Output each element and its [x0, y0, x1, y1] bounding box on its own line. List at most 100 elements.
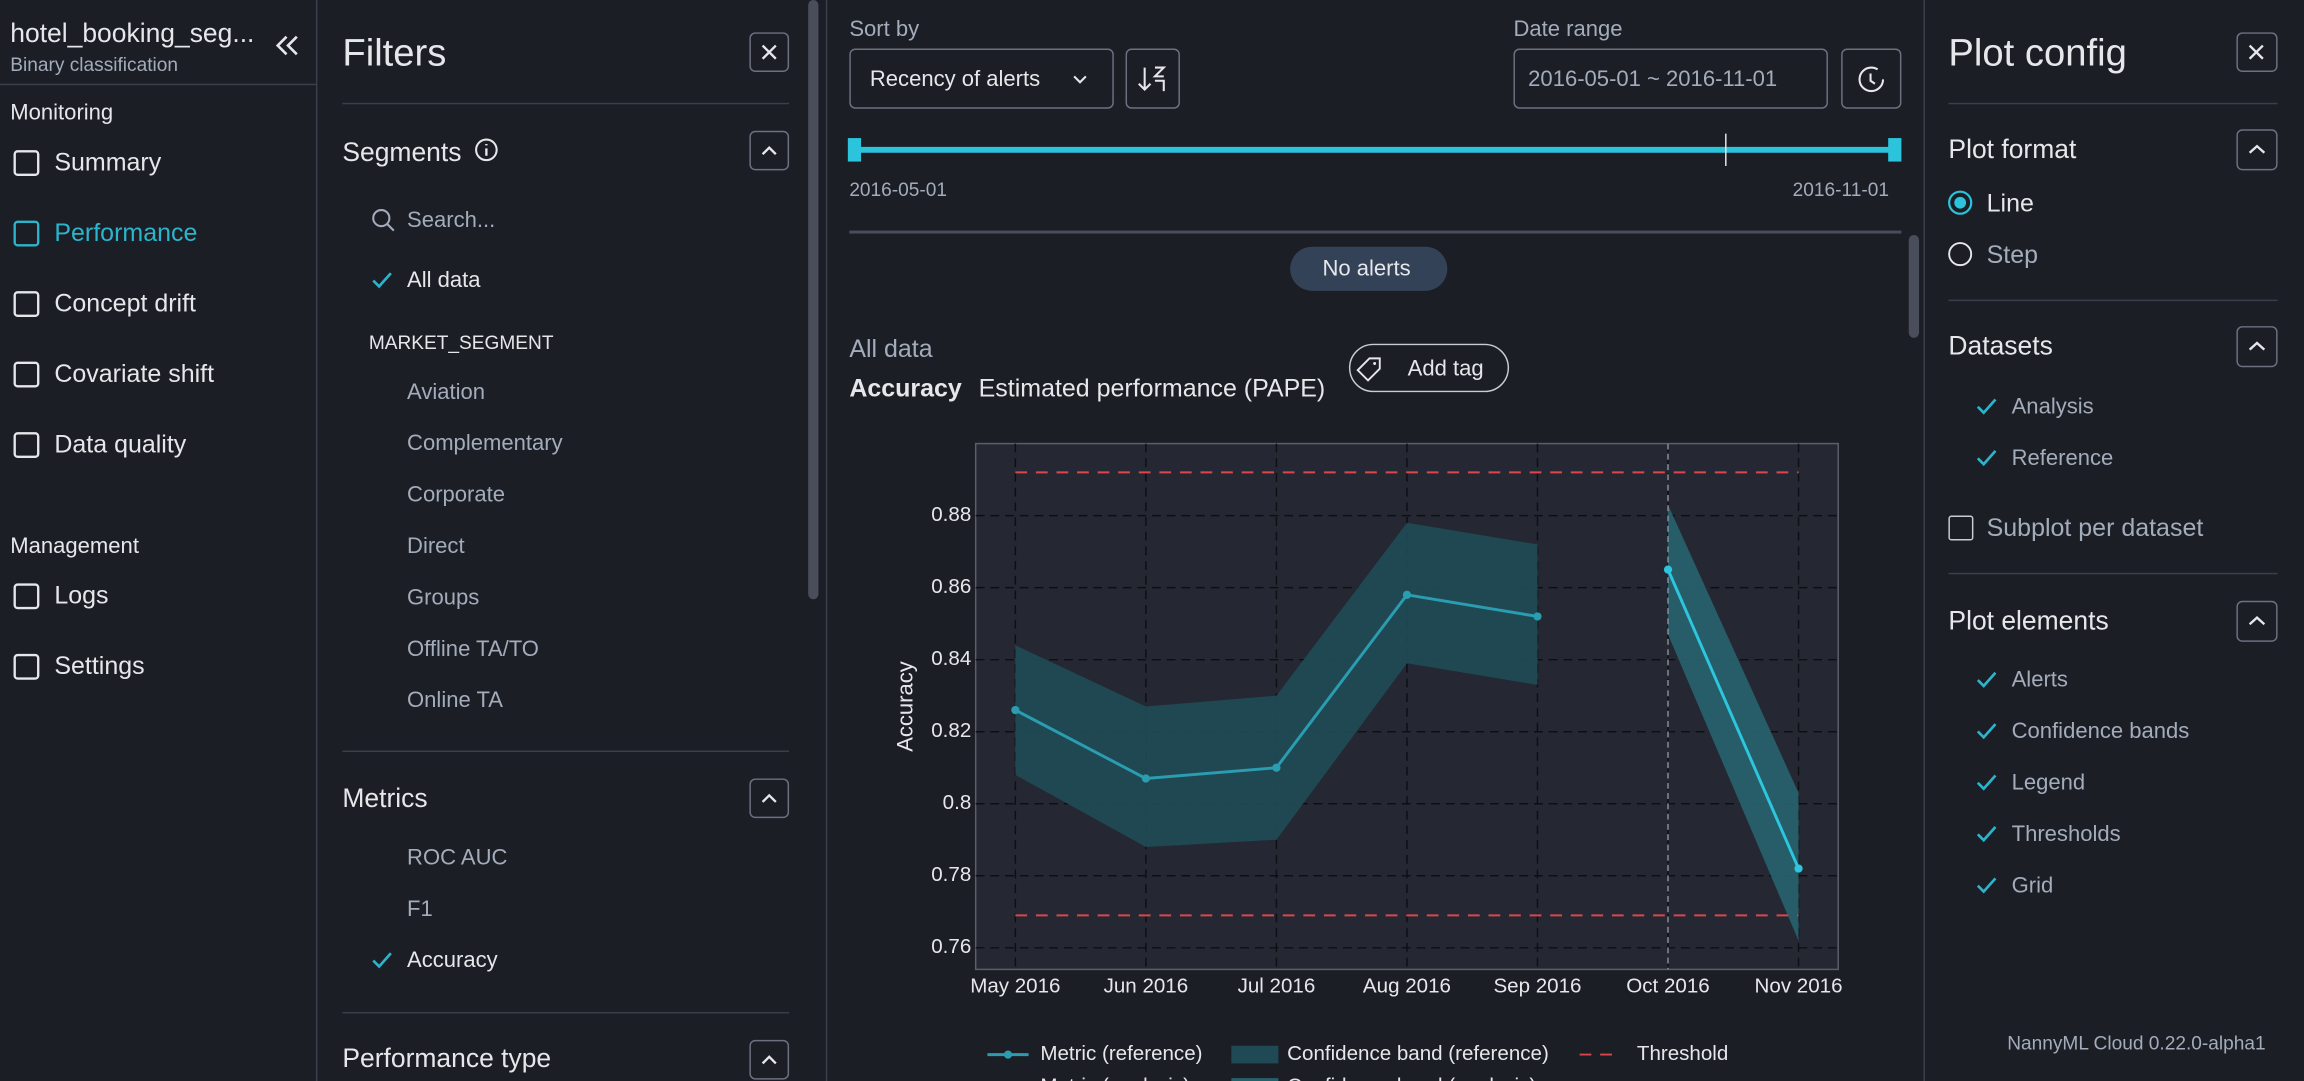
segment-item[interactable]: Offline TA/TO: [407, 636, 539, 662]
collapse-button[interactable]: [2236, 326, 2278, 368]
collapse-button[interactable]: [749, 130, 790, 171]
nav-icon: [13, 583, 40, 610]
collapse-button[interactable]: [749, 778, 790, 819]
metric-point: [1794, 864, 1803, 873]
segment-item[interactable]: Groups: [407, 585, 480, 611]
check-icon: [1976, 450, 1997, 467]
x-tick-label: Oct 2016: [1626, 974, 1709, 997]
close-button[interactable]: [749, 32, 790, 72]
info-icon[interactable]: [473, 137, 499, 163]
metric-line: [1666, 569, 1800, 870]
divider: [0, 83, 316, 86]
nav-item[interactable]: Covariate shift: [54, 359, 215, 388]
alerts-badge: [1290, 246, 1448, 291]
dataset-item[interactable]: Analysis: [2011, 394, 2094, 420]
section-title: Monitoring: [10, 100, 114, 126]
slider-marker: [1725, 133, 1727, 166]
collapse-button[interactable]: [2236, 129, 2278, 171]
segment-all[interactable]: All data: [407, 268, 481, 294]
x-tick-label: Nov 2016: [1755, 974, 1843, 997]
y-tick-label: 0.82: [931, 719, 971, 742]
legend-label: Confidence band (reference): [1287, 1042, 1549, 1065]
element-item[interactable]: Thresholds: [2011, 821, 2121, 847]
nav-icon: [13, 150, 40, 176]
nav-icon: [13, 432, 40, 458]
format-option[interactable]: Step: [1986, 240, 2039, 269]
project-type: Binary classification: [10, 53, 179, 76]
metric-item[interactable]: Accuracy: [407, 948, 498, 974]
slider-start: 2016-05-01: [849, 178, 948, 201]
scrollbar[interactable]: [808, 0, 819, 600]
subplot-label: Subplot per dataset: [1986, 514, 2204, 542]
filters-panel: Filters Segments Search... All data MARK…: [317, 0, 828, 1081]
slider-handle[interactable]: [1888, 138, 1902, 162]
close-button[interactable]: [2236, 32, 2278, 72]
nav-item[interactable]: Data quality: [54, 430, 187, 459]
nav-item[interactable]: Performance: [54, 218, 198, 247]
section-title: Management: [10, 533, 139, 559]
element-item[interactable]: Legend: [2011, 770, 2086, 796]
segment-item[interactable]: Complementary: [407, 431, 563, 457]
checkbox[interactable]: [1948, 515, 1974, 541]
segment-group: MARKET_SEGMENT: [368, 331, 554, 354]
add-tag-button[interactable]: [1348, 343, 1510, 393]
segment-item[interactable]: Corporate: [407, 482, 506, 508]
segment-item[interactable]: Online TA: [407, 688, 503, 714]
version: NannyML Cloud 0.22.0-alpha1: [2007, 1031, 2266, 1054]
section-title: Datasets: [1948, 331, 2053, 361]
metric-point: [1663, 565, 1673, 574]
scrollbar[interactable]: [1908, 235, 1920, 338]
section-title: Plot format: [1948, 134, 2077, 164]
metric-point: [1011, 705, 1020, 715]
project-name[interactable]: hotel_booking_seg...: [10, 18, 255, 48]
metric-item[interactable]: F1: [407, 896, 433, 922]
panel-title: Filters: [342, 30, 447, 75]
nav-item[interactable]: Logs: [54, 581, 109, 610]
nav-icon: [13, 361, 40, 388]
check-icon: [1976, 723, 1997, 740]
section-title: Segments: [342, 137, 462, 167]
dataset-item[interactable]: Reference: [2011, 445, 2114, 471]
element-item[interactable]: Confidence bands: [2011, 718, 2190, 744]
x-tick-label: Jul 2016: [1238, 974, 1316, 997]
radio-group[interactable]: [1947, 189, 1976, 268]
search-input[interactable]: Search...: [407, 207, 496, 233]
segment-name: All data: [849, 334, 933, 363]
y-tick-label: 0.86: [931, 575, 971, 598]
element-item[interactable]: Alerts: [2011, 667, 2068, 693]
check-icon: [1976, 826, 1997, 843]
segment-item[interactable]: Direct: [407, 533, 465, 559]
check-icon: [372, 952, 392, 969]
sort-label: Sort by: [849, 16, 920, 42]
check-icon: [372, 272, 392, 289]
nav-item[interactable]: Summary: [54, 148, 162, 177]
nav-item[interactable]: Concept drift: [54, 289, 197, 318]
sort-order-button[interactable]: [1125, 48, 1180, 109]
collapse-button[interactable]: [2236, 600, 2278, 642]
legend-swatch: [1231, 1078, 1279, 1081]
metric-point: [1141, 774, 1151, 783]
date-label: Date range: [1513, 16, 1623, 42]
nav-item[interactable]: Settings: [54, 652, 145, 681]
segment-item[interactable]: Aviation: [407, 379, 486, 405]
x-tick-label: Sep 2016: [1493, 974, 1581, 997]
sort-select[interactable]: [849, 48, 1114, 109]
check-icon: [1976, 671, 1997, 688]
metric-item[interactable]: ROC AUC: [407, 845, 508, 871]
collapse-button[interactable]: [749, 1039, 790, 1080]
check-icon: [1976, 774, 1997, 791]
collapse-button[interactable]: [273, 32, 302, 58]
sidebar: hotel_booking_seg... Binary classificati…: [0, 0, 318, 1081]
reset-button[interactable]: [1841, 48, 1902, 109]
date-input[interactable]: [1513, 48, 1828, 109]
legend-label: Metric (reference): [1040, 1042, 1202, 1065]
slider-handle[interactable]: [847, 138, 862, 162]
format-option[interactable]: Line: [1986, 189, 2034, 218]
legend-label: Metric (analysis): [1040, 1074, 1190, 1081]
element-item[interactable]: Grid: [2011, 873, 2054, 899]
divider: [1948, 299, 2278, 302]
y-tick-label: 0.84: [931, 647, 971, 670]
